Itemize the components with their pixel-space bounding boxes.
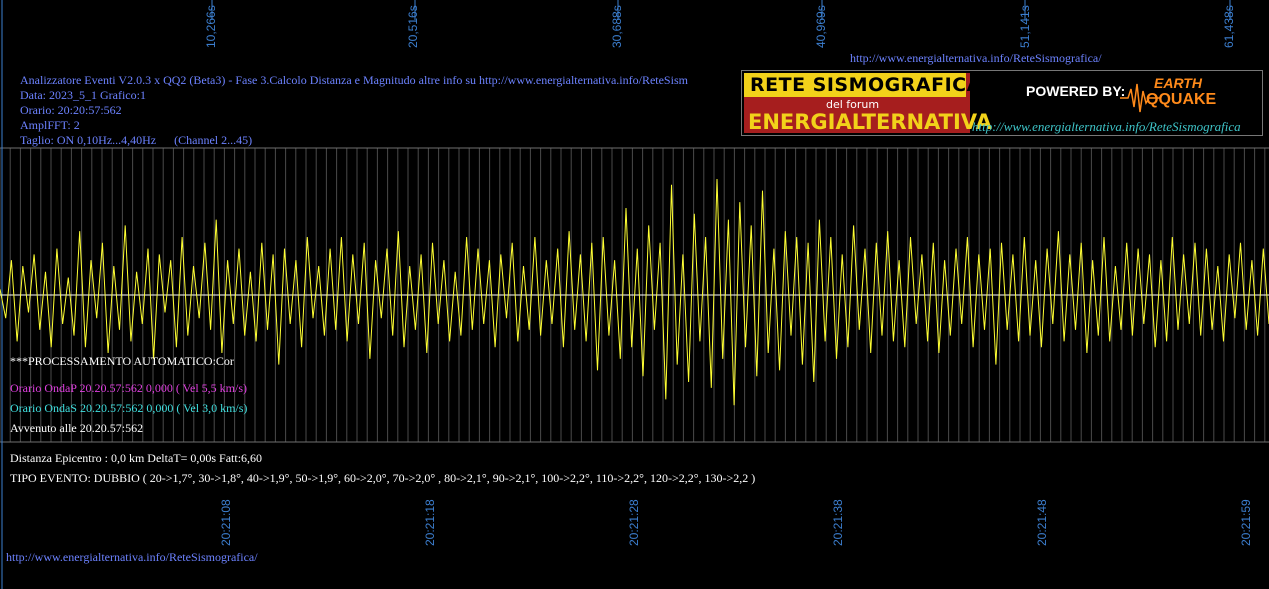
top-url[interactable]: http://www.energialternativa.info/ReteSi… bbox=[850, 51, 1102, 65]
header-info: Analizzatore Eventi V2.0.3 x QQ2 (Beta3)… bbox=[20, 73, 688, 148]
top-tick-label: 10,266s bbox=[204, 5, 218, 48]
top-tick-label: 61,438s bbox=[1222, 5, 1236, 48]
bottom-tick-label: 20:21:08 bbox=[219, 499, 233, 546]
header-line-date: Data: 2023_5_1 Grafico:1 bbox=[20, 88, 146, 102]
header-line-title: Analizzatore Eventi V2.0.3 x QQ2 (Beta3)… bbox=[20, 73, 688, 87]
tipo-evento-label: TIPO EVENTO: DUBBIO ( 20->1,7°, 30->1,8°… bbox=[10, 471, 756, 485]
logo-subtitle: del forum bbox=[826, 98, 880, 111]
top-tick-label: 40,969s bbox=[814, 5, 828, 48]
avvenuto-label: Avvenuto alle 20.20.57:562 bbox=[10, 421, 144, 435]
logo-powered: POWERED BY: bbox=[1026, 83, 1126, 99]
top-tick-label: 30,688s bbox=[610, 5, 624, 48]
logo-earth: EARTH bbox=[1154, 75, 1202, 91]
seismic-trace bbox=[0, 178, 1269, 406]
bottom-tick-label: 20:21:48 bbox=[1035, 499, 1049, 546]
header-line-ampl: AmplFFT: 2 bbox=[20, 118, 80, 132]
bottom-tick-label: 20:21:38 bbox=[831, 499, 845, 546]
logo-quake: QQUAKE bbox=[1146, 91, 1217, 108]
processing-label: ***PROCESSAMENTO AUTOMATICO:Cor bbox=[10, 354, 234, 368]
bottom-tick-label: 20:21:18 bbox=[423, 499, 437, 546]
seismograph-icon bbox=[1120, 83, 1160, 113]
header-line-time: Orario: 20:20:57:562 bbox=[20, 103, 122, 117]
header-line-filter: Taglio: ON 0,10Hz...4,40Hz (Channel 2...… bbox=[20, 133, 253, 147]
rete-sismografica-logo[interactable]: RETE SISMOGRAFICA del forum ENERGIALTERN… bbox=[741, 70, 1263, 136]
footer-url[interactable]: http://www.energialternativa.info/ReteSi… bbox=[6, 550, 258, 564]
top-tick-label: 51,141s bbox=[1018, 5, 1032, 48]
distanza-label: Distanza Epicentro : 0,0 km DeltaT= 0,00… bbox=[10, 451, 263, 465]
onda-s-label: Orario OndaS 20.20.57:562 0,000 ( Vel 3,… bbox=[10, 401, 248, 415]
logo-title: RETE SISMOGRAFICA bbox=[750, 74, 982, 96]
bottom-tick-label: 20:21:28 bbox=[627, 499, 641, 546]
onda-p-label: Orario OndaP 20.20.57:562 0,000 ( Vel 5,… bbox=[10, 381, 247, 395]
top-tick-label: 20,516s bbox=[406, 5, 420, 48]
logo-brand: ENERGIALTERNATIVA bbox=[748, 110, 992, 134]
bottom-tick-label: 20:21:59 bbox=[1239, 499, 1253, 546]
logo-url[interactable]: http://www.energialternativa.info/ReteSi… bbox=[972, 119, 1241, 134]
